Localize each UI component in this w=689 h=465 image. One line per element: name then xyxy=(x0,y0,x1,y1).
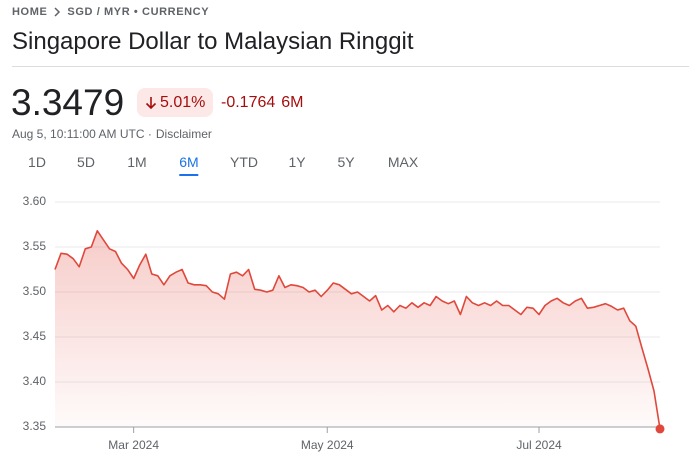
y-tick-label: 3.60 xyxy=(23,194,47,208)
y-tick-label: 3.40 xyxy=(23,374,47,388)
last-point xyxy=(655,424,665,434)
range-tab[interactable]: 1Y xyxy=(288,154,306,170)
change-percent: 5.01% xyxy=(160,93,206,111)
y-tick-label: 3.45 xyxy=(23,329,47,343)
down-arrow xyxy=(145,96,157,109)
range-tab[interactable]: 1M xyxy=(127,154,147,170)
x-tick-label: Mar 2024 xyxy=(108,438,159,452)
timestamp-row: Aug 5, 10:11:00 AM UTC · Disclaimer xyxy=(12,127,212,141)
change: -0.1764 6M xyxy=(221,94,304,112)
price: 3.3479 xyxy=(11,82,125,123)
x-tick-label: May 2024 xyxy=(301,438,354,452)
y-tick-label: 3.50 xyxy=(23,284,47,298)
range-tab[interactable]: 5D xyxy=(77,154,95,170)
price-line xyxy=(54,230,661,430)
y-tick-label: 3.55 xyxy=(23,239,47,253)
range-tab[interactable]: 6M xyxy=(179,154,199,176)
area xyxy=(55,230,660,429)
change-value: -0.1764 xyxy=(221,94,276,111)
disclaimer-link[interactable]: Disclaimer xyxy=(155,127,212,141)
change-badge: 5.01% xyxy=(137,88,214,117)
range-tab[interactable]: 5Y xyxy=(337,154,355,170)
x-tick-label: Jul 2024 xyxy=(516,438,562,452)
breadcrumb-home[interactable]: HOME xyxy=(12,6,48,18)
y-tick-label: 3.35 xyxy=(23,419,47,433)
range-tab[interactable]: YTD xyxy=(230,154,258,170)
timestamp: Aug 5, 10:11:00 AM UTC · xyxy=(12,127,152,141)
page-title: Singapore Dollar to Malaysian Ringgit xyxy=(12,28,414,55)
change-period: 6M xyxy=(281,94,304,111)
range-tab[interactable]: MAX xyxy=(387,154,419,170)
breadcrumb-path: SGD / MYR • CURRENCY xyxy=(67,6,210,18)
breadcrumb: HOME SGD / MYR • CURRENCY xyxy=(12,6,209,18)
divider xyxy=(12,66,689,67)
range-tab[interactable]: 1D xyxy=(28,154,46,170)
chevron xyxy=(54,7,61,17)
